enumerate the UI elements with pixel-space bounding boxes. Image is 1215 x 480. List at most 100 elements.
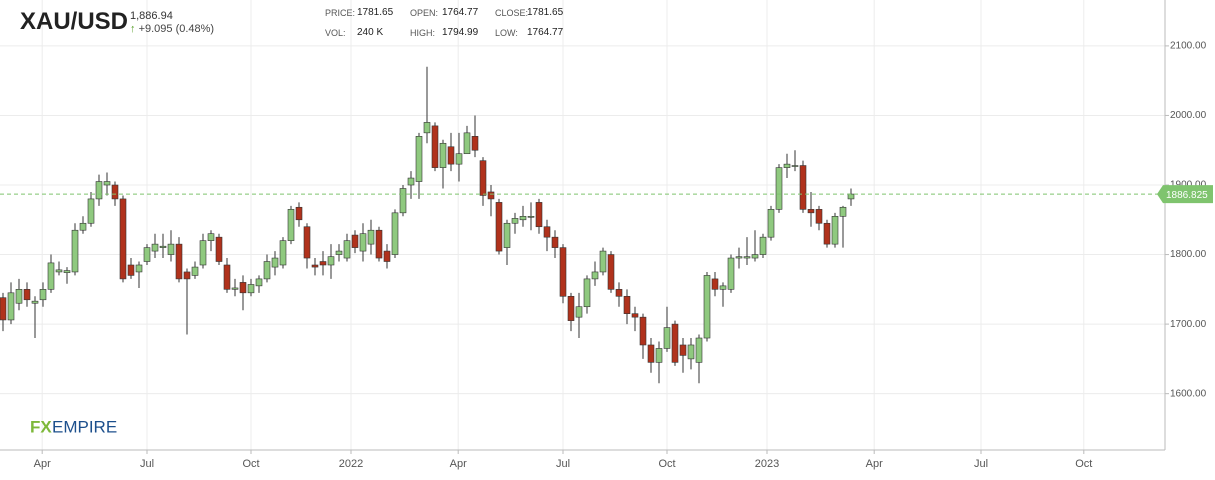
candle-body xyxy=(151,243,159,252)
candle-body xyxy=(663,327,671,349)
field-label: OPEN: xyxy=(410,8,439,18)
candle-body xyxy=(471,136,479,151)
candle-body xyxy=(7,292,15,321)
candle-body xyxy=(463,132,471,155)
candle-body xyxy=(55,269,63,273)
candle-body xyxy=(543,226,551,238)
field-value: 240 K xyxy=(357,27,384,38)
candle-body xyxy=(775,167,783,210)
candle-body xyxy=(607,254,615,290)
candle-body xyxy=(287,209,295,241)
candle-body xyxy=(671,323,679,363)
candle-body xyxy=(615,289,623,297)
candle-body xyxy=(255,278,263,287)
candle-body xyxy=(591,271,599,280)
candle-body xyxy=(551,236,559,248)
candle-body xyxy=(759,236,767,255)
candle-body xyxy=(343,240,351,259)
field-value: 1781.65 xyxy=(357,7,394,18)
candle-body xyxy=(87,198,95,224)
x-tick-label: 2023 xyxy=(755,458,779,470)
x-tick-label: Oct xyxy=(242,458,259,470)
field-value: 1781.65 xyxy=(527,7,564,18)
field-label: CLOSE: xyxy=(495,8,529,18)
candle-body xyxy=(527,216,535,218)
candle-body xyxy=(415,136,423,182)
candle-body xyxy=(495,202,503,252)
candle-body xyxy=(351,234,359,248)
y-tick-label: 1900.00 xyxy=(1170,180,1207,191)
candle-body xyxy=(15,289,23,304)
candle-body xyxy=(207,233,215,241)
candle-body xyxy=(751,254,759,259)
candle-body xyxy=(655,348,663,363)
candle-body xyxy=(23,289,31,301)
candle-body xyxy=(743,256,751,259)
candle-body xyxy=(703,275,711,339)
candle-body xyxy=(159,245,167,248)
field-label: HIGH: xyxy=(410,28,436,38)
candle-body xyxy=(511,218,519,224)
x-tick-label: Oct xyxy=(658,458,675,470)
candle-body xyxy=(383,250,391,262)
candle-body xyxy=(559,247,567,297)
y-tick-label: 2100.00 xyxy=(1170,41,1207,52)
x-tick-label: Jul xyxy=(974,458,988,470)
candle-body xyxy=(303,226,311,259)
candle-body xyxy=(367,229,375,245)
candle-body xyxy=(311,264,319,268)
candle-body xyxy=(631,313,639,318)
candle-body xyxy=(407,177,415,186)
candle-body xyxy=(95,181,103,200)
y-tick-label: 1600.00 xyxy=(1170,388,1207,399)
candle-body xyxy=(839,206,847,217)
candle-body xyxy=(783,163,791,168)
candle-body xyxy=(31,300,39,304)
candle-body xyxy=(639,316,647,346)
candle-body xyxy=(719,285,727,290)
candle-body xyxy=(815,209,823,224)
candle-body xyxy=(831,216,839,245)
candle-body xyxy=(727,257,735,290)
candle-body xyxy=(535,202,543,228)
candle-body xyxy=(0,297,7,321)
candle-body xyxy=(847,193,855,200)
candle-body xyxy=(135,264,143,273)
candle-body xyxy=(487,191,495,200)
current-price-label: 1886.825 xyxy=(1166,190,1208,201)
candle-body xyxy=(295,206,303,221)
candle-body xyxy=(623,295,631,314)
candle-body xyxy=(479,160,487,196)
candle-body xyxy=(223,264,231,290)
x-tick-label: Apr xyxy=(450,458,467,470)
candle-body xyxy=(39,289,47,301)
logo-empire: EMPIRE xyxy=(52,417,117,436)
candle-body xyxy=(423,122,431,134)
candle-body xyxy=(439,142,447,168)
candle-body xyxy=(247,284,255,294)
candle-body xyxy=(231,287,239,290)
field-label: PRICE: xyxy=(325,8,356,18)
change: ↑ +9.095 (0.48%) xyxy=(130,23,214,35)
field-value: 1764.77 xyxy=(527,27,564,38)
candle-body xyxy=(183,271,191,280)
field-label: LOW: xyxy=(495,28,518,38)
symbol: XAU/USD xyxy=(20,8,129,35)
field-label: VOL: xyxy=(325,28,346,38)
candle-body xyxy=(791,165,799,167)
candle-body xyxy=(375,229,383,259)
candle-body xyxy=(271,257,279,268)
candle-body xyxy=(191,266,199,276)
candle-body xyxy=(119,198,127,280)
candle-body xyxy=(647,344,655,363)
candle-body xyxy=(175,243,183,280)
candle-body xyxy=(575,306,583,318)
x-tick-label: Jul xyxy=(140,458,154,470)
candle-body xyxy=(735,256,743,259)
candle-body xyxy=(279,240,287,266)
candle-body xyxy=(327,256,335,266)
logo-fx: FX xyxy=(30,417,52,436)
x-tick-label: Apr xyxy=(34,458,51,470)
candle-body xyxy=(711,278,719,290)
